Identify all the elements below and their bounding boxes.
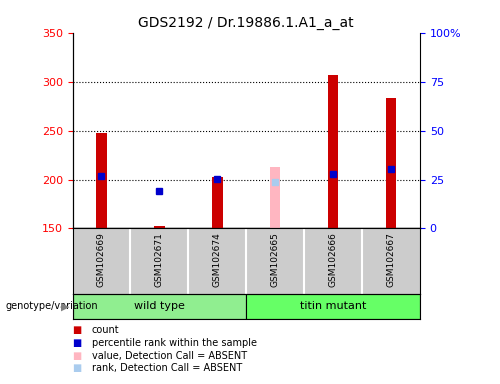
Text: GSM102667: GSM102667 — [386, 232, 396, 287]
Text: wild type: wild type — [134, 301, 185, 311]
Bar — [154, 225, 164, 228]
Bar — [270, 167, 280, 228]
Bar — [72, 294, 246, 319]
Text: count: count — [92, 325, 119, 335]
Text: percentile rank within the sample: percentile rank within the sample — [92, 338, 256, 348]
Text: value, Detection Call = ABSENT: value, Detection Call = ABSENT — [92, 351, 246, 361]
Bar — [386, 98, 396, 228]
Bar — [246, 294, 420, 319]
Text: GSM102665: GSM102665 — [270, 232, 280, 287]
Text: GSM102671: GSM102671 — [155, 232, 164, 287]
Bar — [96, 132, 106, 228]
Bar — [328, 75, 338, 228]
Bar — [212, 177, 222, 228]
Text: GSM102669: GSM102669 — [97, 232, 106, 287]
Text: genotype/variation: genotype/variation — [5, 301, 98, 311]
Text: GSM102666: GSM102666 — [328, 232, 338, 287]
Text: GSM102674: GSM102674 — [213, 232, 222, 287]
Text: titin mutant: titin mutant — [300, 301, 366, 311]
Text: ■: ■ — [72, 325, 82, 335]
Text: ■: ■ — [72, 338, 82, 348]
Title: GDS2192 / Dr.19886.1.A1_a_at: GDS2192 / Dr.19886.1.A1_a_at — [138, 16, 354, 30]
Text: ■: ■ — [72, 351, 82, 361]
Text: rank, Detection Call = ABSENT: rank, Detection Call = ABSENT — [92, 363, 242, 373]
Text: ■: ■ — [72, 363, 82, 373]
Text: ▶: ▶ — [61, 301, 69, 311]
